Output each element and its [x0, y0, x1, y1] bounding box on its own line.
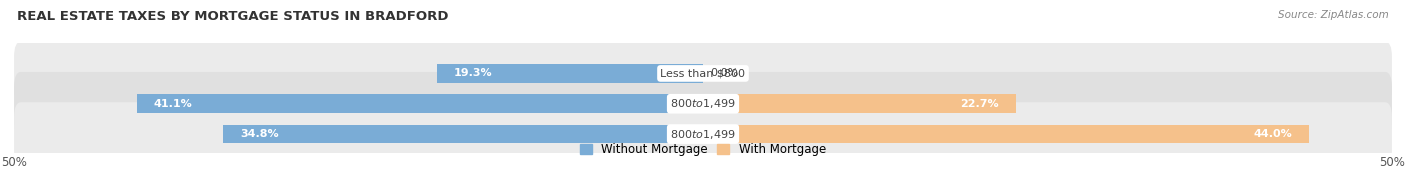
Bar: [136, 94, 703, 113]
Text: Source: ZipAtlas.com: Source: ZipAtlas.com: [1278, 10, 1389, 20]
Text: 34.8%: 34.8%: [240, 129, 278, 139]
FancyBboxPatch shape: [14, 42, 1392, 105]
Text: $800 to $1,499: $800 to $1,499: [671, 97, 735, 110]
Text: Less than $800: Less than $800: [661, 68, 745, 78]
Text: $800 to $1,499: $800 to $1,499: [671, 128, 735, 141]
Text: 0.0%: 0.0%: [710, 68, 738, 78]
Text: REAL ESTATE TAXES BY MORTGAGE STATUS IN BRADFORD: REAL ESTATE TAXES BY MORTGAGE STATUS IN …: [17, 10, 449, 23]
Bar: [437, 64, 703, 83]
FancyBboxPatch shape: [14, 102, 1392, 166]
Text: 44.0%: 44.0%: [1254, 129, 1292, 139]
FancyBboxPatch shape: [14, 72, 1392, 136]
Bar: [703, 94, 1015, 113]
Bar: [224, 125, 703, 143]
Legend: Without Mortgage, With Mortgage: Without Mortgage, With Mortgage: [581, 143, 825, 156]
Text: 22.7%: 22.7%: [960, 99, 1000, 109]
Text: 41.1%: 41.1%: [153, 99, 193, 109]
Text: 19.3%: 19.3%: [454, 68, 492, 78]
Bar: [703, 125, 1309, 143]
